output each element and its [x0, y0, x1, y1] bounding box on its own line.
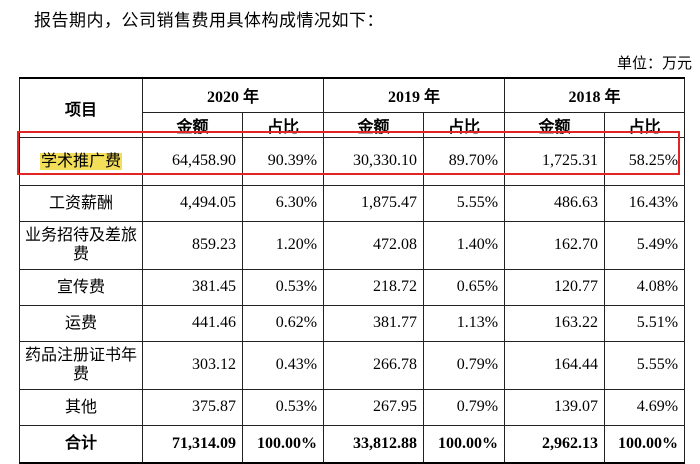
table-cell: 2,962.13	[504, 424, 606, 464]
table-cell: 163.22	[504, 304, 606, 342]
row-label: 运费	[19, 304, 143, 342]
table-cell: 0.62%	[241, 304, 325, 342]
table-cell: 0.53%	[241, 268, 325, 306]
table-row: 学术推广费 64,458.90 90.39% 30,330.10 89.70% …	[19, 136, 686, 186]
table-row: 工资薪酬 4,494.05 6.30% 1,875.47 5.55% 486.6…	[19, 184, 686, 222]
table-cell: 303.12	[142, 340, 243, 390]
header-share: 占比	[423, 111, 506, 138]
table-cell: 16.43%	[604, 184, 686, 222]
table-cell: 441.46	[142, 304, 243, 342]
table-cell: 64,458.90	[142, 136, 243, 186]
row-label: 业务招待及差旅费	[19, 220, 143, 270]
table-row: 药品注册证书年费 303.12 0.43% 266.78 0.79% 164.4…	[19, 340, 686, 390]
row-label: 其他	[19, 388, 143, 426]
table-cell: 100.00%	[604, 424, 686, 464]
table-cell: 266.78	[323, 340, 425, 390]
table-cell: 164.44	[504, 340, 606, 390]
header-year-2019: 2019 年	[323, 77, 506, 113]
table-cell: 5.49%	[604, 220, 686, 270]
unit-label: 单位：万元	[616, 54, 692, 72]
table-cell: 0.65%	[423, 268, 506, 306]
table-cell: 0.53%	[241, 388, 325, 426]
table-cell: 1,875.47	[323, 184, 425, 222]
header-year-2018: 2018 年	[504, 77, 686, 113]
header-share: 占比	[241, 111, 325, 138]
table-cell: 381.45	[142, 268, 243, 306]
table-cell: 0.79%	[423, 340, 506, 390]
table-cell: 4.69%	[604, 388, 686, 426]
table-cell: 859.23	[142, 220, 243, 270]
table-row: 其他 375.87 0.53% 267.95 0.79% 139.07 4.69…	[19, 388, 686, 426]
table-cell: 1,725.31	[504, 136, 606, 186]
table-cell: 267.95	[323, 388, 425, 426]
table-cell: 71,314.09	[142, 424, 243, 464]
table-cell: 1.13%	[423, 304, 506, 342]
table-cell: 0.79%	[423, 388, 506, 426]
table-cell: 5.55%	[423, 184, 506, 222]
table-row: 运费 441.46 0.62% 381.77 1.13% 163.22 5.51…	[19, 304, 686, 342]
table-cell: 30,330.10	[323, 136, 425, 186]
table-cell: 120.77	[504, 268, 606, 306]
table-cell: 472.08	[323, 220, 425, 270]
header-amount: 金额	[323, 111, 425, 138]
table-cell: 100.00%	[423, 424, 506, 464]
total-row: 合计 71,314.09 100.00% 33,812.88 100.00% 2…	[19, 424, 686, 464]
header-share: 占比	[604, 111, 686, 138]
header-amount: 金额	[504, 111, 606, 138]
table-cell: 0.43%	[241, 340, 325, 390]
table-cell: 4,494.05	[142, 184, 243, 222]
table-cell: 89.70%	[423, 136, 506, 186]
total-label: 合计	[19, 424, 143, 464]
row-label: 宣传费	[19, 268, 143, 306]
table-cell: 6.30%	[241, 184, 325, 222]
table-cell: 1.40%	[423, 220, 506, 270]
header-year-2020: 2020 年	[141, 77, 325, 113]
table-row: 业务招待及差旅费 859.23 1.20% 472.08 1.40% 162.7…	[19, 220, 686, 270]
table-cell: 90.39%	[241, 136, 325, 186]
row-label: 工资薪酬	[19, 184, 143, 222]
table-cell: 5.55%	[604, 340, 686, 390]
row-label: 药品注册证书年费	[19, 340, 143, 390]
table-cell: 162.70	[504, 220, 606, 270]
table-cell: 5.51%	[604, 304, 686, 342]
header-item: 项目	[19, 77, 143, 138]
sales-expense-table: 项目 2020 年 2019 年 2018 年 金额 占比 金额 占比 金额 占…	[19, 77, 686, 464]
table-cell: 58.25%	[604, 136, 686, 186]
table-cell: 33,812.88	[323, 424, 425, 464]
intro-text: 报告期内，公司销售费用具体构成情况如下：	[34, 11, 384, 31]
table-cell: 375.87	[142, 388, 243, 426]
header-amount: 金额	[142, 111, 243, 138]
table-cell: 100.00%	[241, 424, 325, 464]
table-cell: 486.63	[504, 184, 606, 222]
table-cell: 4.08%	[604, 268, 686, 306]
table-cell: 218.72	[323, 268, 425, 306]
table-cell: 1.20%	[241, 220, 325, 270]
highlighted-label: 学术推广费	[39, 152, 122, 170]
table-cell: 381.77	[323, 304, 425, 342]
table-cell: 139.07	[504, 388, 606, 426]
table-row: 宣传费 381.45 0.53% 218.72 0.65% 120.77 4.0…	[19, 268, 686, 306]
row-label: 学术推广费	[19, 136, 143, 186]
